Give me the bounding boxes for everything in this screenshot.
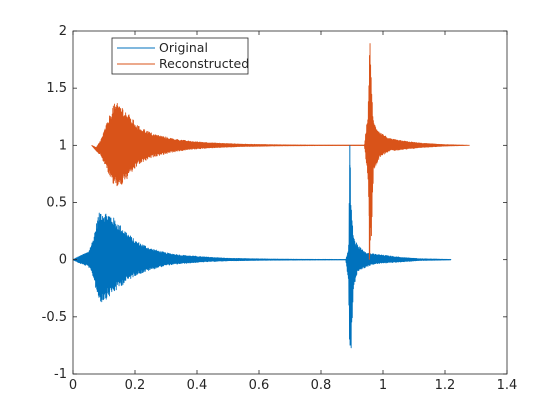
x-tick-label: 0.6	[249, 378, 270, 393]
x-tick-label: 1.4	[497, 378, 518, 393]
y-tick-label: 0.5	[46, 196, 67, 211]
x-tick-label: 0.8	[311, 378, 332, 393]
legend-label-original: Original	[159, 40, 208, 55]
y-tick-label: 1	[59, 138, 67, 153]
series-line-reconstructed	[91, 43, 470, 256]
series-layer	[72, 43, 470, 349]
y-tick-label: 2	[59, 24, 67, 39]
series-line-original	[72, 164, 452, 349]
y-tick-label: -1	[54, 367, 67, 382]
legend-box	[111, 37, 249, 75]
y-tick-label: 1.5	[46, 81, 67, 96]
legend: Original Reconstructed	[111, 37, 249, 75]
x-tick-label: 0	[69, 378, 77, 393]
x-tick-label: 0.4	[187, 378, 208, 393]
ticks-layer: 0 0.2 0.4 0.6 0.8 1 1.2 1.4 -1 -0.5 0 0.5 1 1.5 2	[42, 24, 518, 393]
x-tick-label: 0.2	[125, 378, 146, 393]
y-tick-label: 0	[59, 253, 67, 268]
plot-area: 0 0.2 0.4 0.6 0.8 1 1.2 1.4 -1 -0.5 0 0.5 1 1.5 2	[42, 24, 518, 393]
y-tick-label: -0.5	[42, 310, 67, 325]
x-tick-label: 1	[379, 378, 387, 393]
x-tick-label: 1.2	[435, 378, 456, 393]
legend-label-reconstructed: Reconstructed	[159, 56, 249, 71]
axes-background	[73, 31, 507, 374]
